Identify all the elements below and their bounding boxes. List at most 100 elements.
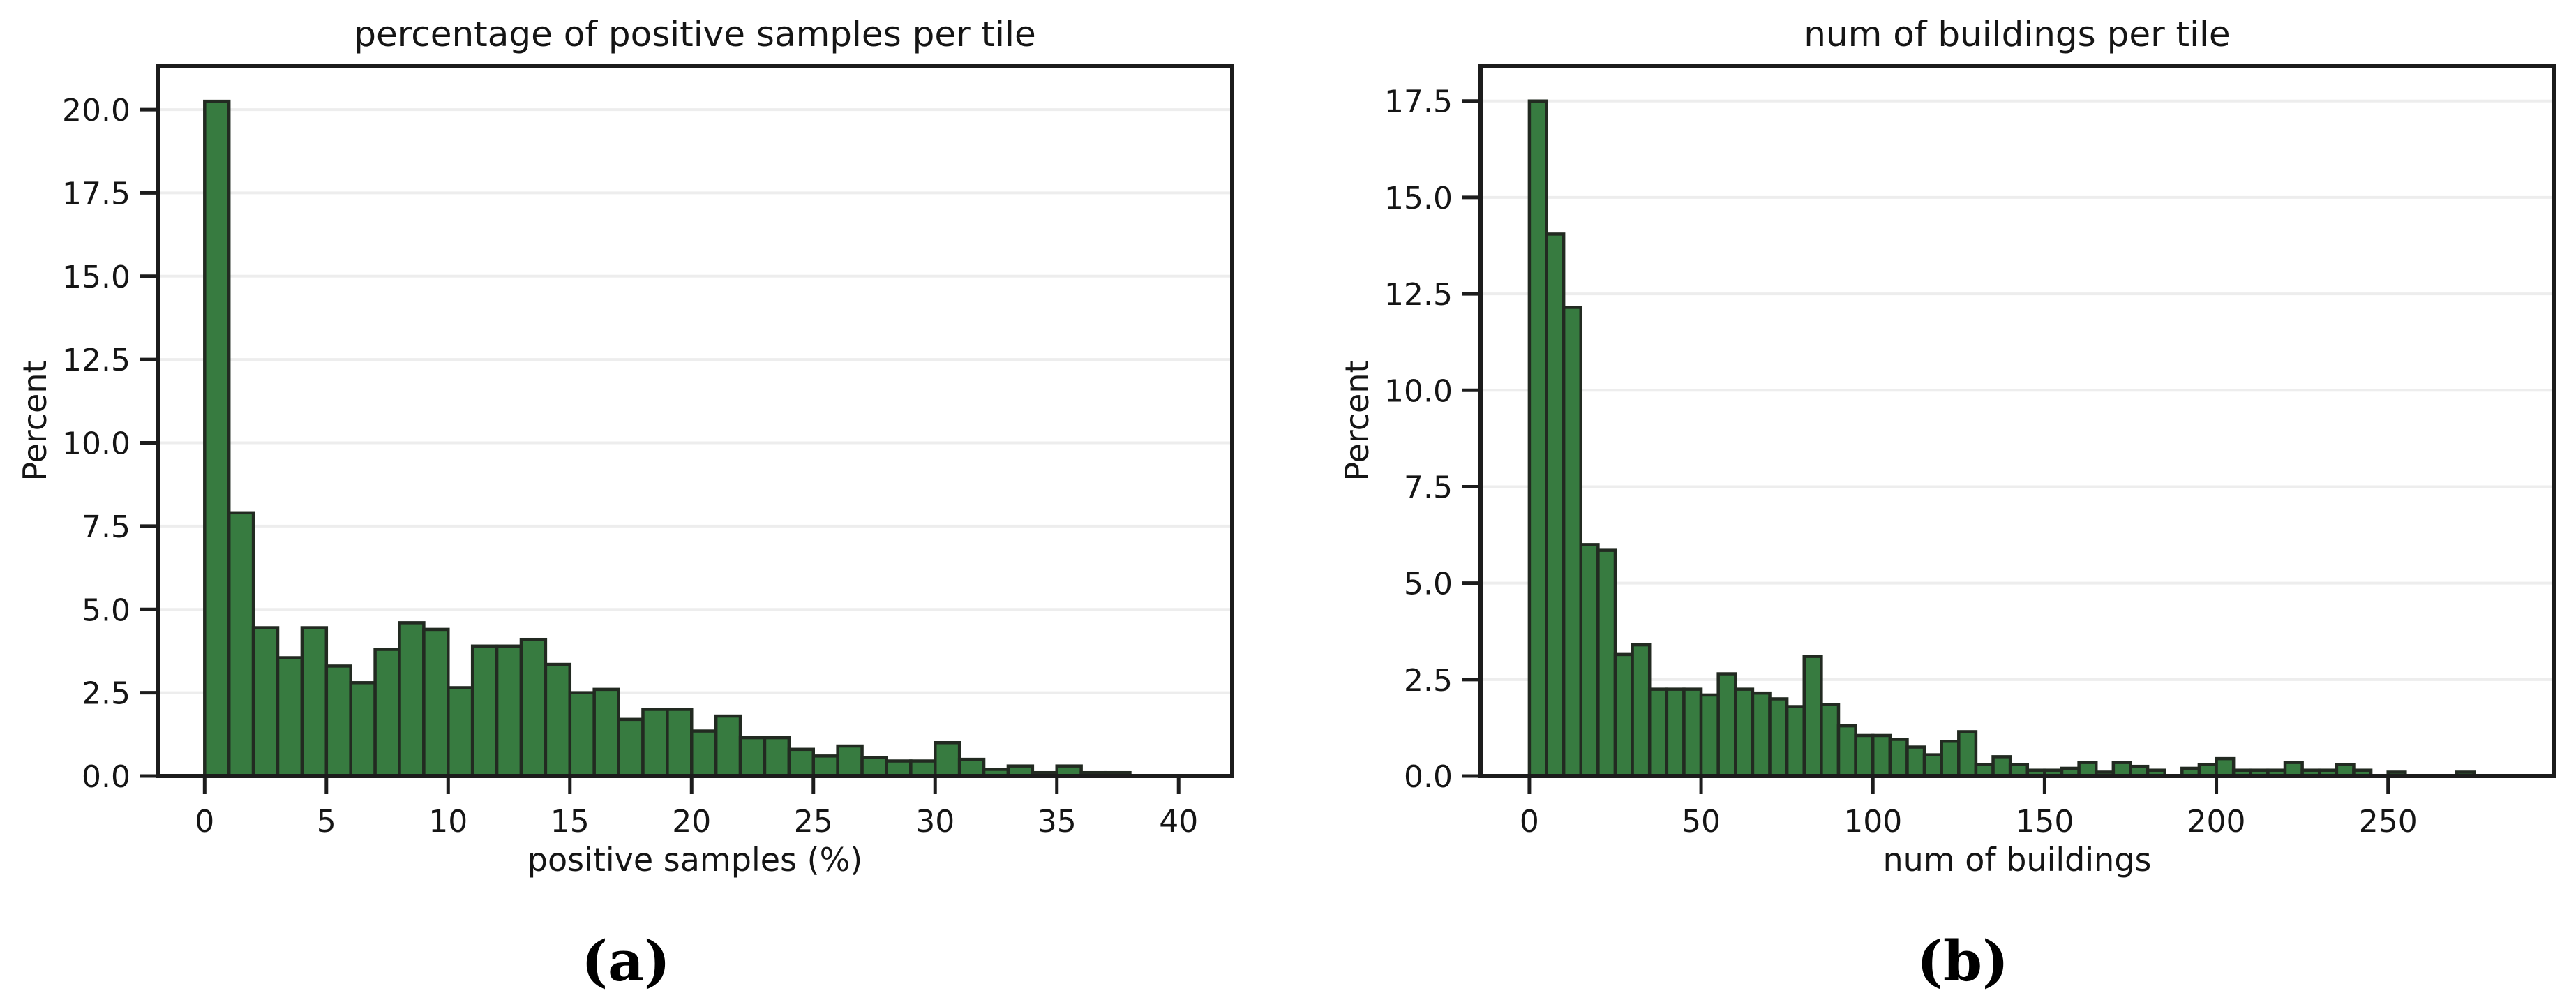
- histogram-bar: [738, 736, 767, 778]
- chart-a-axes: 0 5 10 15 20 25 30 35 40 0.0 2.5 5.0 7.5 10.0 12.5 15.0…: [62, 64, 1234, 839]
- histogram-bar: [470, 644, 499, 778]
- x-tick-label: 40: [1159, 804, 1198, 839]
- x-tick-label: 35: [1038, 804, 1077, 839]
- histogram-bar: [1854, 733, 1875, 778]
- x-tick-label: 150: [2015, 804, 2074, 839]
- histogram-bar: [2215, 756, 2236, 778]
- histogram-bar: [519, 637, 548, 778]
- subfigure-caption-a: (a): [581, 928, 671, 994]
- histogram-bar: [836, 744, 864, 778]
- histogram-bar: [1871, 733, 1892, 778]
- chart-a-ylabel: Percent: [16, 360, 54, 481]
- histogram-bar: [1579, 543, 1600, 778]
- y-tick-label: 7.5: [82, 509, 130, 545]
- x-tick-label: 5: [317, 804, 336, 839]
- histogram-bar: [349, 681, 377, 778]
- histogram-bar: [1613, 652, 1634, 778]
- histogram-bar: [1940, 740, 1961, 778]
- histogram-bar: [860, 756, 888, 778]
- histogram-bar: [1820, 703, 1841, 778]
- x-tick-label: 20: [672, 804, 711, 839]
- chart-b-title: num of buildings per tile: [1804, 14, 2230, 54]
- histogram-bar: [203, 99, 231, 778]
- y-tick-label: 17.5: [62, 176, 130, 211]
- histogram-bar: [909, 759, 937, 778]
- histogram-bar: [1631, 643, 1652, 778]
- y-tick-label: 0.0: [1404, 759, 1453, 795]
- histogram-bar: [1751, 691, 1772, 778]
- histogram-bar: [1545, 232, 1566, 778]
- histogram-bar: [1888, 738, 1909, 778]
- y-tick-label: 2.5: [82, 676, 130, 712]
- histogram-bar: [1957, 730, 1978, 778]
- histogram-bar: [666, 708, 694, 778]
- y-tick-label: 20.0: [62, 93, 130, 128]
- axes-spines: [156, 64, 1234, 778]
- subfigure-caption-b: (b): [1917, 928, 2009, 994]
- histogram-bar: [398, 621, 426, 778]
- y-tick-label: 15.0: [62, 260, 130, 295]
- histogram-bar: [1734, 687, 1755, 778]
- histogram-bar: [1836, 724, 1857, 778]
- histogram-bar: [1768, 697, 1789, 778]
- histogram-bar: [276, 656, 304, 778]
- histogram-bar: [495, 644, 523, 778]
- histogram-bar: [1699, 693, 1720, 778]
- histogram-bar: [447, 686, 474, 778]
- histogram-bar: [714, 714, 742, 778]
- histogram-bar: [811, 754, 839, 778]
- x-tick-label: 0: [1520, 804, 1539, 839]
- x-tick-label: 100: [1843, 804, 1902, 839]
- y-tick-label: 12.5: [1384, 277, 1453, 313]
- histogram-bar: [300, 626, 329, 778]
- histogram-bar: [1991, 755, 2012, 778]
- chart-a-title: percentage of positive samples per tile: [354, 14, 1035, 54]
- histogram-bar: [933, 741, 961, 778]
- histogram-bar: [1682, 687, 1703, 778]
- chart-b-ylabel: Percent: [1338, 360, 1376, 481]
- x-tick-label: 0: [195, 804, 214, 839]
- y-tick-label: 17.5: [1384, 84, 1453, 120]
- histogram-bar: [1802, 655, 1823, 778]
- histogram-bar: [227, 511, 255, 778]
- histogram-bar: [690, 729, 718, 778]
- histogram-bar: [787, 747, 816, 778]
- chart-b-axes: 0 50 100 150 200 250 0.0 2.5 5.0 7.5 10.0 12.5 15.0 1…: [1384, 64, 2556, 839]
- y-tick-label: 7.5: [1404, 470, 1453, 505]
- histogram-bar: [957, 757, 986, 778]
- histogram-bar: [641, 708, 669, 778]
- histogram-bar: [544, 662, 572, 778]
- histogram-bar: [568, 691, 596, 778]
- x-tick-label: 25: [794, 804, 833, 839]
- y-tick-label: 5.0: [1404, 567, 1453, 602]
- y-tick-label: 12.5: [62, 343, 130, 378]
- y-tick-label: 15.0: [1384, 181, 1453, 216]
- histogram-bar: [1905, 745, 1926, 778]
- chart-a-xlabel: positive samples (%): [527, 841, 862, 879]
- y-tick-label: 0.0: [82, 759, 130, 795]
- histogram-bar: [592, 687, 620, 778]
- histogram-bar: [251, 626, 280, 778]
- histogram-bar: [1716, 672, 1737, 778]
- x-tick-label: 200: [2187, 804, 2246, 839]
- y-tick-label: 10.0: [62, 426, 130, 462]
- histogram-bar: [1785, 705, 1806, 778]
- y-tick-label: 2.5: [1404, 663, 1453, 699]
- y-tick-label: 5.0: [82, 592, 130, 628]
- histogram-bar: [885, 759, 913, 778]
- histogram-bar: [763, 736, 791, 778]
- histogram-bar: [422, 627, 450, 778]
- x-tick-label: 30: [915, 804, 954, 839]
- histogram-bar: [324, 664, 352, 778]
- histogram-bar: [1527, 99, 1548, 778]
- x-tick-label: 10: [428, 804, 467, 839]
- chart-b-xlabel: num of buildings: [1883, 841, 2152, 879]
- histogram-bar: [373, 648, 401, 778]
- y-tick-label: 10.0: [1384, 373, 1453, 409]
- x-tick-label: 15: [551, 804, 590, 839]
- histogram-bar: [1665, 687, 1686, 778]
- charts-layer: 0 5 10 15 20 25 30 35 40 0.0 2.5 5.0 7.5 10.0 12.5 15.0…: [62, 64, 2556, 839]
- histogram-bar: [1562, 306, 1583, 778]
